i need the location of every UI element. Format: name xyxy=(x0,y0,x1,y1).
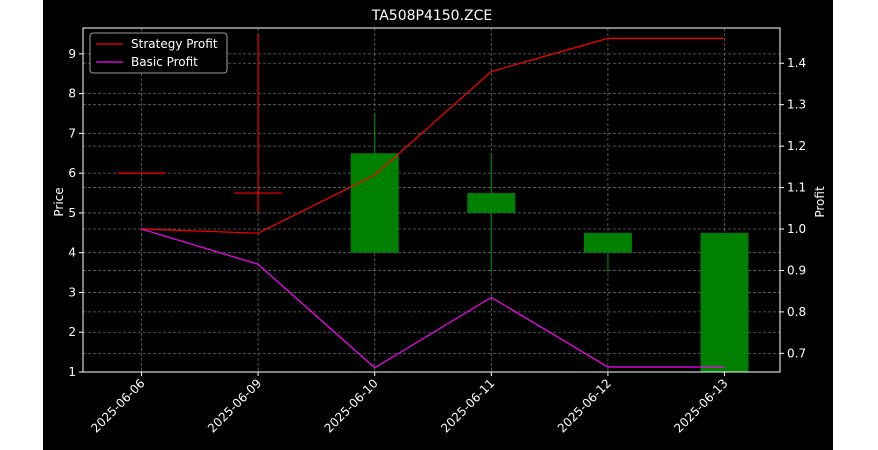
left-tick-label: 7 xyxy=(68,126,76,140)
left-tick-label: 9 xyxy=(68,47,76,61)
plot-frame xyxy=(82,27,781,373)
left-axis-label: Price xyxy=(52,187,66,216)
candle-body xyxy=(467,193,516,213)
candle-body xyxy=(700,232,749,372)
right-tick-label: 1.3 xyxy=(787,98,806,112)
chart: TA508P4150.ZCE Price Profit 2025-06-06 20… xyxy=(52,8,827,435)
right-tick-label: 0.7 xyxy=(787,346,806,360)
left-tick-label: 4 xyxy=(68,246,76,260)
right-tick-label: 1.0 xyxy=(787,222,806,236)
right-tick-label: 0.9 xyxy=(787,263,806,277)
chart-title: TA508P4150.ZCE xyxy=(371,8,493,24)
x-tick-label: 2025-06-12 xyxy=(555,376,614,435)
left-tick-label: 2 xyxy=(68,325,76,339)
legend: Strategy Profit Basic Profit xyxy=(89,32,228,74)
candle-body xyxy=(350,153,399,253)
series-line-basic-profit xyxy=(141,228,725,369)
legend-label: Basic Profit xyxy=(131,55,198,69)
figure: TA508P4150.ZCE Price Profit 2025-06-06 20… xyxy=(43,0,833,450)
right-tick-label: 1.1 xyxy=(787,181,806,195)
x-tick-label: 2025-06-11 xyxy=(438,376,497,435)
right-tick-label: 1.4 xyxy=(787,56,806,70)
left-tick-label: 5 xyxy=(68,206,76,220)
left-tick-label: 8 xyxy=(68,87,76,101)
right-axis-label: Profit xyxy=(813,186,827,218)
right-tick-label: 0.8 xyxy=(787,305,806,319)
left-tick-label: 1 xyxy=(68,365,76,379)
candle-body xyxy=(583,232,632,253)
legend-box xyxy=(89,32,228,74)
left-tick-label: 6 xyxy=(68,166,76,180)
right-tick-label: 1.2 xyxy=(787,139,806,153)
x-tick-label: 2025-06-09 xyxy=(205,376,264,435)
left-tick-label: 3 xyxy=(68,285,76,299)
x-tick-label: 2025-06-10 xyxy=(322,376,381,435)
series-line-strategy-profit xyxy=(141,37,725,234)
legend-label: Strategy Profit xyxy=(131,37,218,51)
x-tick-label: 2025-06-06 xyxy=(88,376,147,435)
x-tick-label: 2025-06-13 xyxy=(671,376,730,435)
